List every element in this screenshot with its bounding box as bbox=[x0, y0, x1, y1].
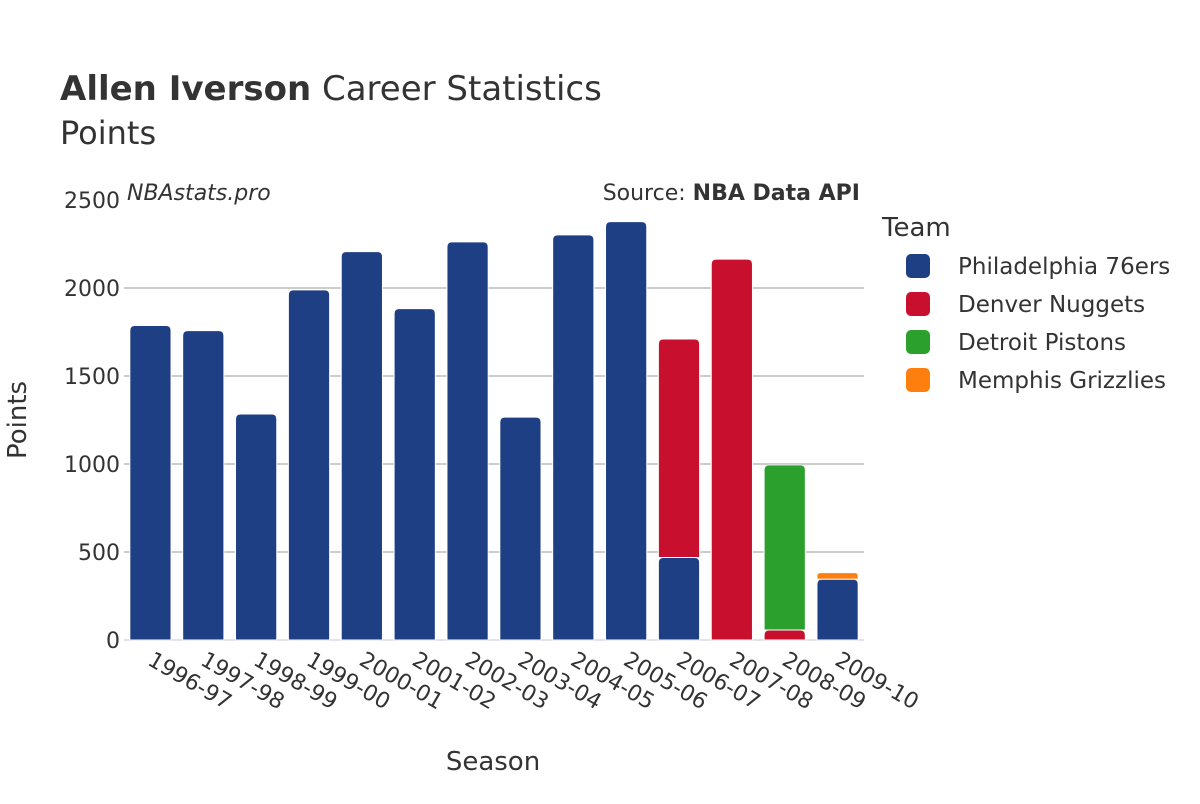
bar-philadelphia-76ers-1996-97 bbox=[129, 324, 172, 641]
chart-title: Allen Iverson Career Statistics bbox=[60, 69, 602, 109]
legend-label: Philadelphia 76ers bbox=[958, 254, 1170, 280]
source-note: Source: NBA Data API bbox=[603, 181, 860, 206]
bar-philadelphia-76ers-1998-99 bbox=[235, 413, 278, 641]
source-prefix: Source: bbox=[603, 181, 693, 206]
bar-denver-nuggets-2007-08 bbox=[710, 258, 753, 641]
bar-detroit-pistons-2008-09 bbox=[763, 464, 806, 631]
bar-philadelphia-76ers-1999-00 bbox=[287, 289, 331, 641]
legend-swatch bbox=[906, 254, 930, 278]
legend-label: Detroit Pistons bbox=[958, 330, 1126, 356]
legend-item[interactable]: Philadelphia 76ers bbox=[906, 254, 1170, 280]
bars bbox=[129, 221, 859, 641]
watermark: NBAstats.pro bbox=[127, 181, 271, 206]
legend-label: Denver Nuggets bbox=[958, 292, 1145, 318]
x-tick-labels: 1996-971997-981998-991999-002000-012001-… bbox=[143, 648, 922, 716]
legend-title: Team bbox=[881, 213, 951, 243]
y-tick-labels: 0 500 1000 1500 2000 2500 bbox=[64, 189, 120, 654]
bar-philadelphia-76ers-2006-07 bbox=[657, 556, 701, 641]
bar-memphis-grizzlies-2009-10 bbox=[816, 572, 859, 580]
y-tick-label: 1000 bbox=[64, 453, 120, 478]
grid-lines bbox=[124, 287, 864, 641]
title-rest: Career Statistics bbox=[311, 69, 602, 109]
y-tick-label: 0 bbox=[106, 629, 120, 654]
y-tick-label: 1500 bbox=[64, 365, 120, 390]
bar-philadelphia-76ers-2005-06 bbox=[605, 221, 648, 641]
bar-philadelphia-76ers-2004-05 bbox=[552, 234, 595, 641]
chart-subtitle: Points bbox=[60, 114, 156, 152]
legend-item[interactable]: Memphis Grizzlies bbox=[906, 368, 1166, 394]
legend-label: Memphis Grizzlies bbox=[958, 368, 1166, 394]
bar-denver-nuggets-2006-07 bbox=[657, 338, 701, 558]
legend-swatch bbox=[906, 368, 930, 392]
bar-philadelphia-76ers-2001-02 bbox=[393, 308, 436, 641]
legend: Philadelphia 76ers Denver Nuggets Detroit … bbox=[906, 254, 1170, 394]
source-name: NBA Data API bbox=[693, 181, 860, 206]
legend-swatch bbox=[906, 330, 930, 354]
y-axis-label: Points bbox=[3, 381, 33, 459]
bar-philadelphia-76ers-2009-10 bbox=[816, 578, 859, 641]
bar-philadelphia-76ers-1997-98 bbox=[182, 330, 225, 641]
bar-philadelphia-76ers-2002-03 bbox=[446, 241, 489, 641]
y-tick-label: 2500 bbox=[64, 189, 120, 214]
bar-philadelphia-76ers-2000-01 bbox=[340, 251, 383, 641]
legend-item[interactable]: Detroit Pistons bbox=[906, 330, 1126, 356]
title-bold: Allen Iverson bbox=[60, 69, 311, 109]
y-tick-label: 2000 bbox=[64, 277, 120, 302]
legend-item[interactable]: Denver Nuggets bbox=[906, 292, 1145, 318]
legend-swatch bbox=[906, 292, 930, 316]
y-tick-label: 500 bbox=[78, 541, 120, 566]
bar-denver-nuggets-2008-09 bbox=[763, 629, 806, 641]
bar-philadelphia-76ers-2003-04 bbox=[499, 416, 542, 641]
x-axis-label: Season bbox=[446, 747, 540, 777]
